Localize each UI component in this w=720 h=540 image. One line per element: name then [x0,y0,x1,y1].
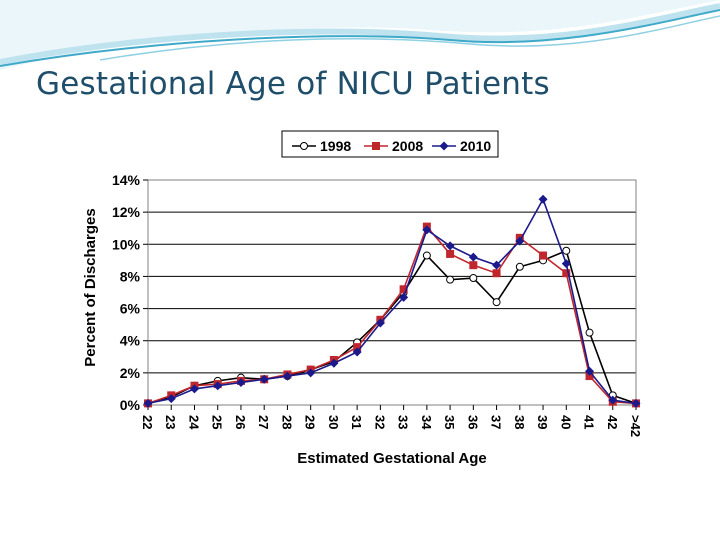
legend-item-2010: 2010 [432,138,491,154]
data-point [372,142,380,150]
data-point [492,260,502,270]
x-tick-label: 33 [396,415,411,429]
chart-grid [148,179,636,406]
data-point [561,259,571,269]
y-axis-label: Percent of Discharges [82,208,99,366]
data-point [515,262,524,271]
y-tick-label: 10% [112,236,141,252]
data-point [515,236,525,246]
y-axis-ticks: 0% 2% 4% 6% 8% 10% 12% 14% [112,172,148,413]
data-point [189,384,199,394]
y-tick-label: 4% [120,333,141,349]
chart-legend: 1998 2008 2010 [281,130,499,158]
data-point [375,318,385,328]
y-tick-label: 6% [120,301,141,317]
x-tick-label: 34 [419,415,434,430]
data-point [213,381,223,391]
data-point [469,274,478,283]
x-axis-ticks: 22 23 24 25 26 27 28 29 30 31 32 33 34 35 36 37 38 39 40 41… [140,405,643,437]
data-point [585,328,594,337]
x-tick-label: 27 [256,415,271,429]
chart-series [143,194,641,408]
data-point [329,358,339,368]
data-point [446,275,455,284]
legend-label: 2008 [392,138,423,154]
x-tick-label: 22 [140,415,155,429]
y-tick-label: 14% [112,172,141,188]
x-tick-label: >42 [628,415,643,437]
data-point [585,372,594,381]
legend-box [281,130,499,158]
y-tick-label: 2% [120,365,141,381]
data-point [352,347,362,357]
data-point [562,269,571,278]
header-swoosh [0,0,720,70]
x-tick-label: 37 [489,415,504,429]
data-point [446,249,455,258]
plot-area [147,179,637,406]
series-line [147,225,637,405]
data-point [631,398,641,408]
data-point [143,398,153,408]
x-tick-label: 25 [210,415,225,429]
x-tick-label: 42 [605,415,620,429]
slide-title: Gestational Age of NICU Patients [36,66,550,102]
x-tick-label: 35 [442,415,457,429]
series-line [147,249,637,405]
data-point [539,251,548,260]
legend-item-2008: 2008 [364,138,423,154]
data-point [445,241,455,251]
data-point [585,366,595,376]
x-tick-label: 24 [186,415,201,430]
x-tick-label: 29 [303,415,318,429]
data-point [282,371,292,381]
x-tick-label: 30 [326,415,341,429]
data-point [608,395,618,405]
x-tick-label: 39 [535,415,550,429]
data-point [353,343,362,352]
x-tick-label: 23 [163,415,178,429]
x-tick-label: 28 [279,415,294,429]
y-tick-label: 0% [120,397,141,413]
x-axis-label: Estimated Gestational Age [297,450,487,467]
x-tick-label: 41 [582,415,597,429]
data-point [306,368,316,378]
series-2010 [143,194,641,408]
data-point [422,225,432,235]
data-point [469,261,478,270]
data-point [236,378,246,387]
data-point [492,298,501,307]
x-tick-label: 36 [465,415,480,429]
x-tick-label: 31 [349,415,364,429]
x-tick-label: 26 [233,415,248,429]
data-point [399,285,408,294]
series-line [147,197,637,405]
legend-label: 2010 [460,138,491,154]
data-point [259,374,269,384]
data-point [300,142,308,150]
y-tick-label: 8% [120,268,141,284]
data-point [468,252,478,262]
data-point [538,194,548,204]
data-point [562,246,571,255]
x-tick-label: 40 [558,415,573,429]
data-point [422,251,431,260]
legend-label: 1998 [320,138,351,154]
x-tick-label: 32 [372,415,387,429]
y-tick-label: 12% [112,204,141,220]
legend-item-1998: 1998 [292,138,351,154]
data-point [492,269,501,278]
data-point [399,292,409,302]
data-point [166,394,176,404]
x-tick-label: 38 [512,415,527,429]
data-point [439,141,449,151]
